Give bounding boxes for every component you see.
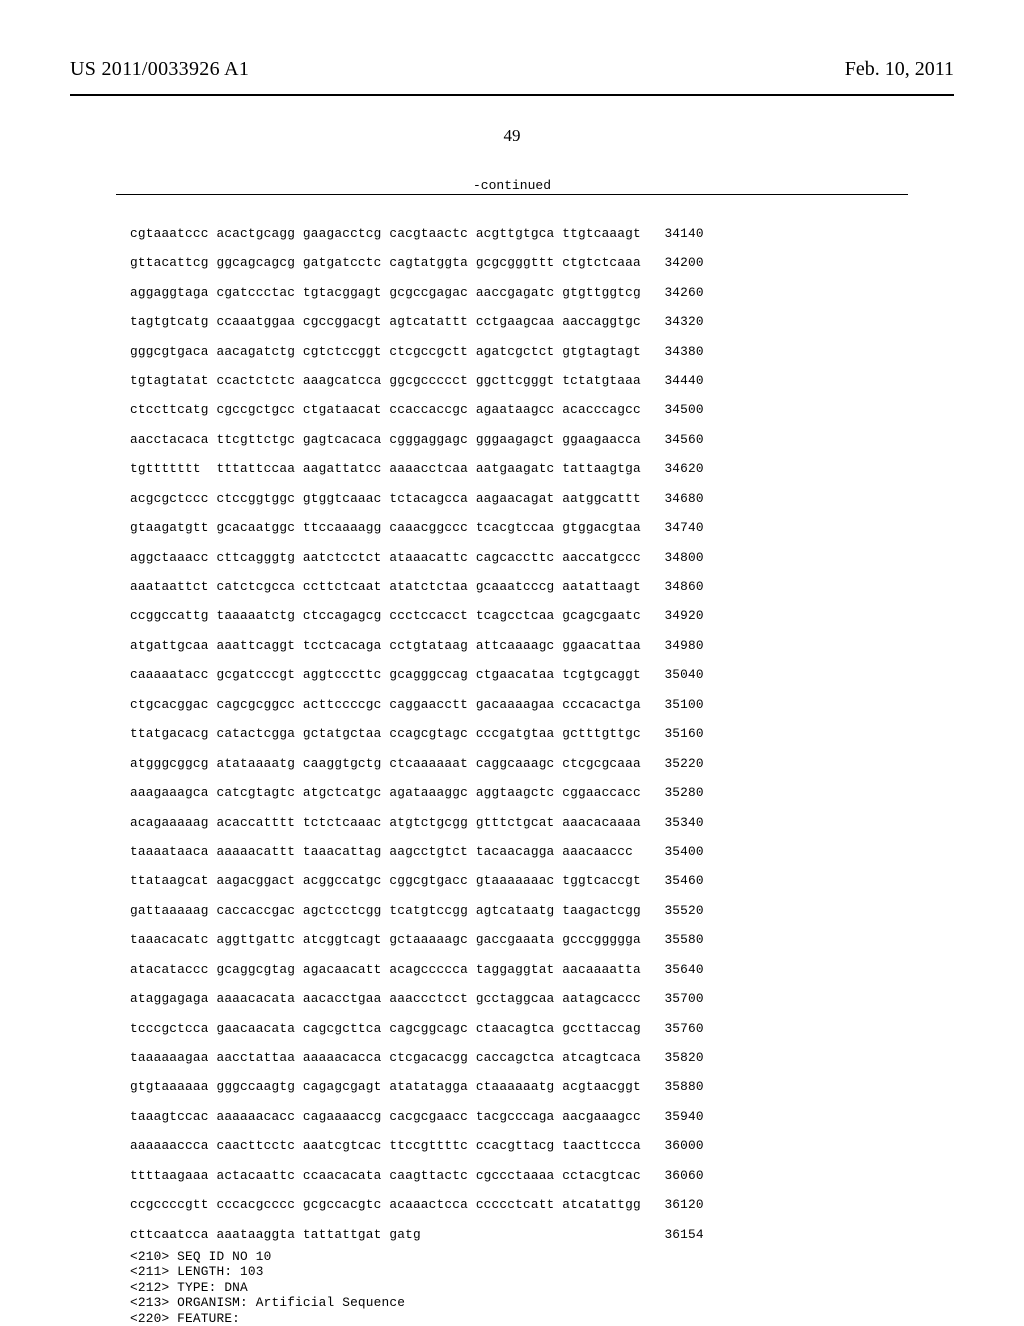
publication-number: US 2011/0033926 A1 [70,58,249,80]
page-root: US 2011/0033926 A1 Feb. 10, 2011 49 -con… [0,0,1024,1320]
continued-label: -continued [0,178,1024,193]
page-number: 49 [0,126,1024,146]
sequence-rule [116,194,908,195]
page-header: US 2011/0033926 A1 Feb. 10, 2011 [0,58,1024,81]
sequence-metadata: <210> SEQ ID NO 10 <211> LENGTH: 103 <21… [130,1249,405,1326]
sequence-listing: cgtaaatccc acactgcagg gaagacctcg cacgtaa… [130,219,704,1249]
publication-date: Feb. 10, 2011 [845,58,954,81]
header-rule [70,94,954,96]
